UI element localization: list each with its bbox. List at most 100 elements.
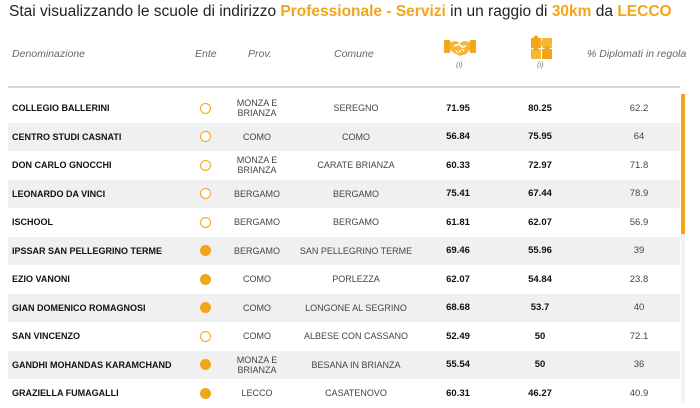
ente-indicator xyxy=(197,294,213,323)
table-row[interactable]: GANDHI MOHANDAS KARAMCHAND MONZA E BRIANZ… xyxy=(8,350,680,379)
diplomati-value: 71.8 xyxy=(629,159,649,171)
diplomati-value: 40 xyxy=(633,302,645,314)
province-cell: BERGAMO xyxy=(233,245,280,256)
ente-dot-icon xyxy=(199,159,211,171)
school-name[interactable]: EZIO VANONI xyxy=(12,274,70,285)
province-cell: COMO xyxy=(243,131,271,142)
indice2-value: 53.7 xyxy=(530,302,550,314)
ente-dot-icon xyxy=(199,245,211,257)
col-prov[interactable]: Prov. xyxy=(248,48,272,60)
comune-cell: CARATE BRIANZA xyxy=(317,160,395,171)
school-name[interactable]: CENTRO STUDI CASNATI xyxy=(12,131,122,142)
col-diplomati[interactable]: % Diplomati in regola xyxy=(587,48,687,60)
diplomati-value: 72.1 xyxy=(629,330,649,342)
school-name[interactable]: IPSSAR SAN PELLEGRINO TERME xyxy=(12,245,163,256)
school-name[interactable]: COLLEGIO BALLERINI xyxy=(12,103,110,114)
table-header: Denominazione Ente Prov. Comune (i) (i) … xyxy=(0,35,700,86)
info-icon-indice2[interactable]: (i) xyxy=(537,60,544,69)
ente-dot-icon xyxy=(199,131,211,143)
province-cell: MONZA E BRIANZA xyxy=(236,98,278,119)
table-row[interactable]: SAN VINCENZO COMO ALBESE CON CASSANO 52.49 5… xyxy=(8,322,680,351)
ente-indicator xyxy=(197,180,213,209)
ente-indicator xyxy=(197,208,213,237)
indice1-value: 55.54 xyxy=(446,359,470,371)
comune-cell: BERGAMO xyxy=(332,217,379,228)
indice2-value: 54.84 xyxy=(528,273,552,285)
col-ente[interactable]: Ente xyxy=(195,48,217,60)
indice2-value: 72.97 xyxy=(528,159,552,171)
indice1-value: 71.95 xyxy=(446,102,470,114)
school-name[interactable]: GIAN DOMENICO ROMAGNOSI xyxy=(12,302,146,313)
table-row[interactable]: GRAZIELLA FUMAGALLI LECCO CASATENOVO 60.31 4… xyxy=(8,379,680,408)
handshake-icon[interactable] xyxy=(444,34,476,65)
province-cell: COMO xyxy=(243,274,271,285)
ente-dot-icon xyxy=(199,216,211,228)
school-name[interactable]: ISCHOOL xyxy=(12,217,54,228)
header-divider xyxy=(8,86,680,88)
school-name[interactable]: DON CARLO GNOCCHI xyxy=(12,160,112,171)
indice2-value: 75.95 xyxy=(528,131,552,143)
table-row[interactable]: LEONARDO DA VINCI BERGAMO BERGAMO 75.41 67.4… xyxy=(8,179,680,209)
school-name[interactable]: GANDHI MOHANDAS KARAMCHAND xyxy=(12,359,172,370)
table-row[interactable]: COLLEGIO BALLERINI MONZA E BRIANZA SEREGNO… xyxy=(8,94,680,123)
ente-dot-icon xyxy=(199,302,211,314)
indice1-value: 52.49 xyxy=(446,330,470,342)
school-name[interactable]: GRAZIELLA FUMAGALLI xyxy=(12,388,119,399)
indice1-value: 60.33 xyxy=(446,159,470,171)
ente-indicator xyxy=(197,151,213,180)
diplomati-value: 64 xyxy=(633,131,645,143)
indice2-value: 46.27 xyxy=(528,387,552,399)
title-middle: in un raggio di xyxy=(450,3,548,20)
ente-dot-icon xyxy=(199,188,211,200)
ente-dot-icon xyxy=(199,359,211,371)
ente-indicator xyxy=(197,123,213,152)
title-raggio: 30km xyxy=(551,3,592,20)
table-row[interactable]: ISCHOOL BERGAMO BERGAMO 61.81 62.07 56.9 xyxy=(8,208,680,237)
ente-dot-icon xyxy=(199,273,211,285)
indice2-value: 50 xyxy=(534,330,546,342)
table-row[interactable]: IPSSAR SAN PELLEGRINO TERME BERGAMO SAN PE… xyxy=(8,236,680,265)
comune-cell: BESANA IN BRIANZA xyxy=(311,359,401,370)
province-cell: BERGAMO xyxy=(233,217,280,228)
comune-cell: SAN PELLEGRINO TERME xyxy=(299,245,413,256)
table-row[interactable]: EZIO VANONI COMO PORLEZZA 62.07 54.84 23.8 xyxy=(8,265,680,294)
table-row[interactable]: GIAN DOMENICO ROMAGNOSI COMO LONGONE AL SE… xyxy=(8,293,680,323)
comune-cell: BERGAMO xyxy=(332,188,379,199)
title-prefix: Stai visualizzando le scuole di indirizz… xyxy=(9,3,277,20)
school-name[interactable]: SAN VINCENZO xyxy=(12,331,81,342)
title-connector: da xyxy=(595,3,614,20)
indice1-value: 75.41 xyxy=(446,188,470,200)
comune-cell: SEREGNO xyxy=(333,103,379,114)
province-cell: MONZA E BRIANZA xyxy=(236,155,278,176)
ente-dot-icon xyxy=(199,330,211,342)
schools-table: COLLEGIO BALLERINI MONZA E BRIANZA SEREGNO… xyxy=(8,94,680,408)
province-cell: COMO xyxy=(243,302,271,313)
comune-cell: LONGONE AL SEGRINO xyxy=(305,302,407,313)
scrollbar-track[interactable] xyxy=(681,94,685,403)
province-cell: LECCO xyxy=(241,388,273,399)
table-row[interactable]: CENTRO STUDI CASNATI COMO COMO 56.84 75.95 64 xyxy=(8,122,680,152)
diplomati-value: 39 xyxy=(633,245,645,257)
diplomati-value: 23.8 xyxy=(629,273,649,285)
indice2-value: 67.44 xyxy=(528,188,552,200)
indice2-value: 55.96 xyxy=(528,245,552,257)
indice1-value: 68.68 xyxy=(446,302,470,314)
comune-cell: PORLEZZA xyxy=(332,274,380,285)
school-name[interactable]: LEONARDO DA VINCI xyxy=(12,188,106,199)
indice1-value: 69.46 xyxy=(446,245,470,257)
info-icon-indice1[interactable]: (i) xyxy=(456,60,463,69)
comune-cell: ALBESE CON CASSANO xyxy=(303,331,409,342)
col-comune[interactable]: Comune xyxy=(334,48,374,60)
col-denominazione[interactable]: Denominazione xyxy=(12,48,85,60)
indice2-value: 80.25 xyxy=(528,102,552,114)
indice1-value: 62.07 xyxy=(446,273,470,285)
comune-cell: CASATENOVO xyxy=(325,388,387,399)
page-title: Stai visualizzando le scuole di indirizz… xyxy=(9,3,672,21)
indice1-value: 61.81 xyxy=(446,216,470,228)
ente-dot-icon xyxy=(199,102,211,114)
scrollbar-thumb[interactable] xyxy=(681,94,685,234)
puzzle-icon[interactable] xyxy=(530,34,554,65)
table-row[interactable]: DON CARLO GNOCCHI MONZA E BRIANZA CARATE B… xyxy=(8,151,680,180)
ente-dot-icon xyxy=(199,387,211,399)
ente-indicator xyxy=(197,379,213,408)
